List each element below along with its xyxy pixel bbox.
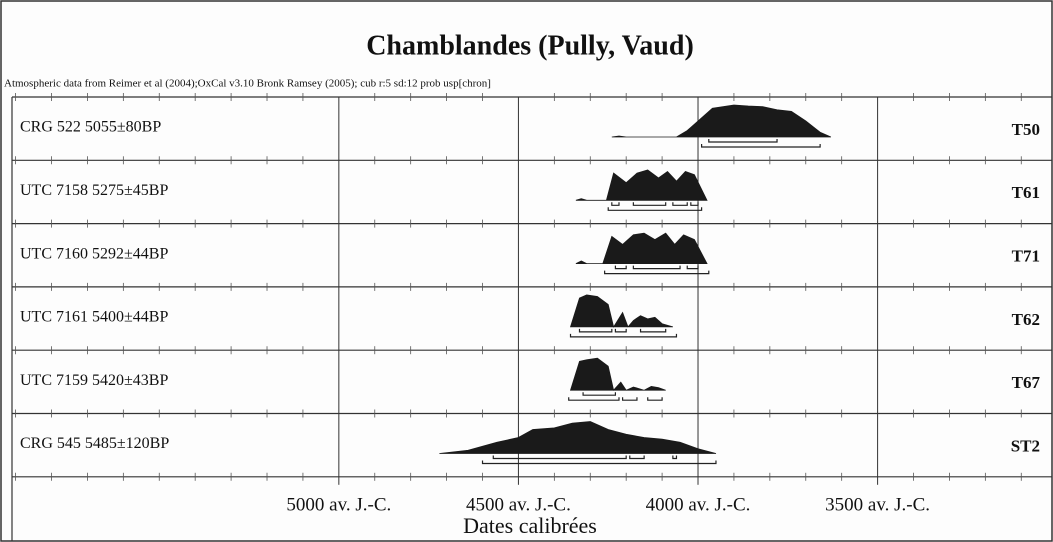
x-tick-label: 5000 av. J.-C. bbox=[286, 494, 391, 515]
two-sigma-range bbox=[569, 333, 678, 338]
one-sigma-range bbox=[690, 202, 699, 206]
density-curve bbox=[575, 169, 708, 201]
two-sigma-range bbox=[647, 397, 663, 401]
one-sigma-range bbox=[582, 392, 617, 396]
two-sigma-range bbox=[604, 270, 710, 275]
row-tag: T50 bbox=[1012, 120, 1040, 139]
one-sigma-range bbox=[672, 455, 678, 460]
one-sigma-range bbox=[708, 139, 778, 143]
row-label: UTC 7160 5292±44BP bbox=[20, 245, 168, 262]
two-sigma-range bbox=[481, 460, 717, 465]
one-sigma-range bbox=[611, 202, 620, 206]
density-curve bbox=[611, 104, 832, 138]
one-sigma-range bbox=[632, 265, 681, 270]
row-label: UTC 7158 5275±45BP bbox=[20, 182, 168, 199]
x-axis-label: Dates calibrées bbox=[463, 513, 597, 538]
row-tag: T62 bbox=[1012, 310, 1040, 329]
two-sigma-range bbox=[701, 144, 821, 148]
one-sigma-range bbox=[639, 328, 667, 333]
row-tag: T67 bbox=[1012, 373, 1041, 392]
density-curve bbox=[575, 232, 708, 264]
one-sigma-range bbox=[632, 202, 667, 206]
row-label: CRG 545 5485±120BP bbox=[20, 435, 169, 452]
density-curve bbox=[569, 357, 666, 392]
x-tick-label: 4000 av. J.-C. bbox=[646, 494, 751, 515]
row-tag: T61 bbox=[1012, 183, 1040, 202]
one-sigma-range bbox=[492, 455, 627, 460]
one-sigma-range bbox=[614, 265, 627, 270]
two-sigma-range bbox=[568, 397, 620, 401]
row-tag: T71 bbox=[1012, 247, 1040, 266]
row-label: UTC 7159 5420±43BP bbox=[20, 372, 168, 389]
two-sigma-range bbox=[607, 207, 703, 211]
chart-title: Chamblandes (Pully, Vaud) bbox=[366, 30, 694, 61]
row-tag: ST2 bbox=[1011, 436, 1040, 455]
subtitle: Atmospheric data from Reimer et al (2004… bbox=[4, 78, 491, 90]
one-sigma-range bbox=[629, 455, 645, 460]
row-label: UTC 7161 5400±44BP bbox=[20, 309, 168, 326]
x-tick-label: 4500 av. J.-C. bbox=[466, 494, 571, 515]
row-label: CRG 522 5055±80BP bbox=[20, 119, 161, 136]
one-sigma-range bbox=[578, 328, 613, 333]
x-tick-label: 3500 av. J.-C. bbox=[825, 494, 930, 515]
one-sigma-range bbox=[686, 265, 699, 270]
density-curve bbox=[439, 421, 717, 454]
two-sigma-range bbox=[621, 397, 638, 401]
density-curve bbox=[569, 294, 674, 328]
one-sigma-range bbox=[672, 202, 688, 206]
one-sigma-range bbox=[614, 328, 627, 333]
